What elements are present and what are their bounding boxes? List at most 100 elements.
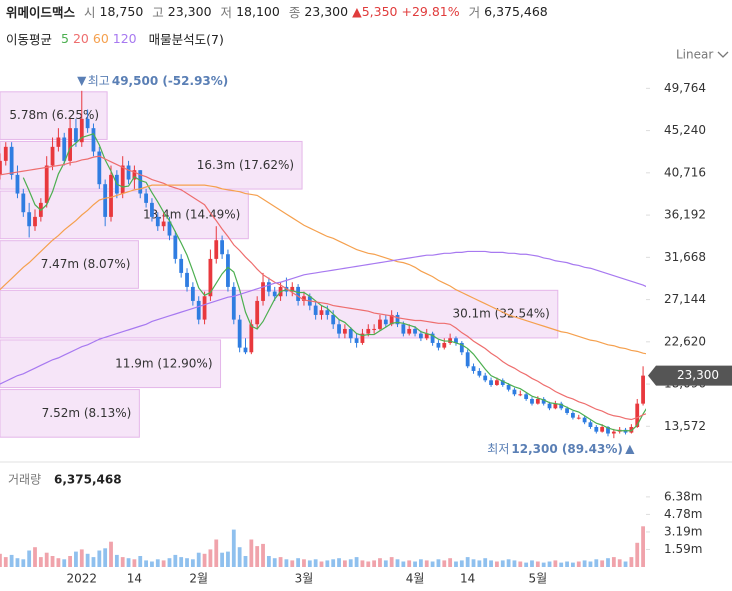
price-tag-label: 23,300 [677, 368, 719, 382]
volume-bar [9, 554, 14, 567]
candle-body [553, 403, 558, 409]
scale-chevron[interactable] [717, 51, 729, 58]
candle-body [261, 282, 265, 301]
candle-body [354, 338, 359, 343]
profile-bar [0, 140, 303, 190]
candle-body [524, 394, 529, 399]
volume-bar [243, 556, 248, 567]
change: ▲5,350 [352, 3, 398, 19]
volume-bar [150, 561, 154, 567]
close-value: 23,300 [304, 3, 349, 19]
volume-bar [325, 560, 330, 567]
volume-bar [237, 547, 242, 567]
candle-body [179, 258, 184, 273]
profile-label: 30.1m (32.54%) [452, 307, 549, 321]
volume-bar [442, 560, 447, 567]
candle-body [512, 389, 517, 395]
y-tick-label: 13,572 [664, 419, 706, 433]
volume-bar [0, 553, 2, 567]
volume-bar [97, 550, 102, 567]
volume-bar [38, 557, 43, 567]
low-text: 12,300 (89.43%) [511, 442, 622, 456]
volume-bar [465, 557, 470, 567]
y-tick-label: 22,620 [664, 334, 706, 348]
profile-title[interactable]: 매물분석도(7) [148, 31, 224, 47]
candle-body [220, 240, 225, 255]
legend-entry[interactable]: 5 [61, 30, 69, 46]
volume-bar [109, 541, 113, 567]
candle-body [465, 352, 470, 367]
candle-body [74, 128, 78, 143]
candle-body [424, 333, 429, 339]
candle-body [97, 151, 102, 185]
volume-bar [103, 548, 108, 567]
moving-averages [0, 133, 646, 432]
legend-entry[interactable]: 120 [112, 30, 137, 46]
volume-bar [249, 539, 254, 567]
candle-body [255, 300, 260, 325]
price-tag [648, 365, 732, 386]
volume-bar [541, 562, 546, 567]
y-tick-label: 31,668 [664, 250, 706, 264]
candle-body [56, 137, 61, 147]
change-pct: +29.81% [401, 3, 460, 19]
candle-body [629, 426, 634, 433]
volume-profile: 7.52m (8.13%) 11.9m (12.90%) 30.1m (32.54%… [0, 91, 559, 438]
volume-total: 6,375,468 [54, 473, 122, 487]
scale-mode[interactable]: Linear [676, 48, 713, 62]
legend-entry[interactable]: 20 [72, 30, 89, 46]
volume-bar [62, 559, 67, 567]
volume-bar [79, 549, 84, 567]
candle-body [500, 380, 505, 385]
low-value: 18,100 [236, 3, 280, 19]
candle-body [237, 319, 242, 348]
volume-bar [454, 561, 458, 567]
profile-label: 5.78m (6.25%) [9, 108, 99, 122]
volume-tick-label: 3.19m [664, 524, 702, 538]
volume-bar [126, 558, 131, 567]
candle-body [202, 296, 207, 320]
high-text: 49,500 (-52.93%) [112, 73, 228, 87]
candle-body [477, 370, 482, 376]
volume-bar [635, 542, 640, 567]
candle-body [9, 146, 14, 175]
candle-body [109, 174, 113, 217]
candle-body [430, 333, 435, 343]
high-marker: ▼ [77, 73, 87, 87]
candle-body [611, 431, 616, 434]
volume-bar [448, 558, 453, 567]
volume-bar [27, 550, 32, 567]
volume-bar [161, 560, 166, 567]
volume-bar [436, 559, 441, 567]
volume-bar [617, 559, 622, 567]
volume-bar [307, 560, 312, 567]
ma-line [0, 155, 646, 421]
volume-bar [653, 497, 657, 567]
volume-bar [576, 561, 581, 567]
candle-body [413, 328, 417, 334]
candle-body [103, 184, 108, 217]
profile-label: 16.3m (17.62%) [197, 158, 294, 172]
volume-bar [155, 559, 160, 567]
volume-bar [418, 559, 423, 567]
candle-body [132, 170, 137, 180]
volume-bar [483, 558, 488, 567]
volume-bar [459, 560, 464, 567]
candle-body [226, 254, 230, 287]
volume-bar [489, 560, 493, 567]
volume-bar [50, 556, 55, 567]
candle-body [62, 137, 67, 161]
legend-entry[interactable]: 60 [92, 30, 109, 46]
y-tick-label: 27,144 [664, 292, 706, 306]
volume-bar [477, 560, 482, 567]
candle-body [389, 314, 394, 325]
candle-body [483, 375, 488, 381]
candle-body [401, 324, 406, 334]
candle-body [126, 165, 131, 180]
volume-bar [600, 560, 605, 567]
volume-bar [220, 552, 225, 567]
candle-body [547, 403, 552, 409]
volume-bar [401, 561, 406, 567]
candle-body [155, 216, 160, 227]
